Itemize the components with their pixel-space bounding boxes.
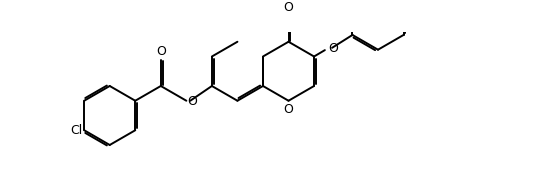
Text: Cl: Cl (70, 124, 83, 137)
Text: O: O (187, 95, 198, 108)
Text: O: O (284, 103, 293, 116)
Text: O: O (328, 42, 338, 55)
Text: O: O (156, 45, 166, 58)
Text: O: O (284, 1, 293, 14)
